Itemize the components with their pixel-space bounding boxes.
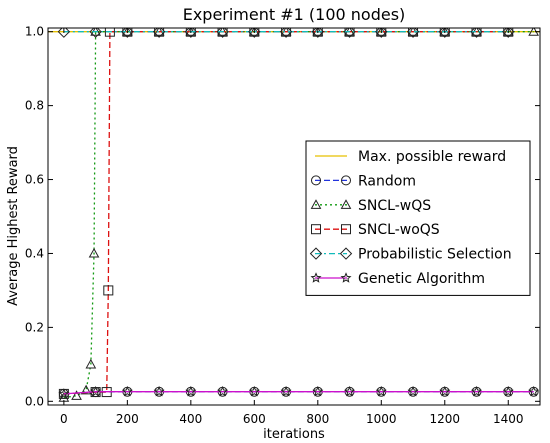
series-point-5-1: [90, 385, 102, 397]
x-tick-label: 1400: [493, 412, 524, 426]
series-point-4-6: [248, 28, 261, 38]
y-tick-label: 0.0: [25, 394, 44, 408]
y-axis-label: Average Highest Reward: [6, 146, 21, 306]
x-tick-label: 400: [179, 412, 202, 426]
series-point-4-4: [184, 28, 198, 38]
series-point-5-13: [471, 385, 483, 397]
series-point-4-12: [438, 28, 451, 38]
series-point-2-18: [502, 28, 514, 36]
y-tick-label: 0.4: [25, 246, 44, 260]
series-point-3-15: [439, 28, 450, 37]
series-point-4-11: [406, 28, 420, 38]
legend-label: Probabilistic Selection: [358, 247, 512, 263]
series-point-5-0: [58, 388, 70, 399]
plot-area: 0 200 400 600 800 1000 1200 1400 0.0 0.2 0.4 0.6 0.8…: [25, 25, 541, 426]
legend-marker-end-1: [341, 175, 351, 186]
x-tick-label: 0: [60, 412, 68, 426]
legend-marker-end-4: [339, 247, 353, 260]
legend-label: Random: [358, 173, 416, 189]
series-point-4-14: [502, 28, 515, 38]
y-tick-label: 0.2: [25, 320, 44, 334]
series-point-4-3: [152, 28, 166, 38]
series-point-3-11: [312, 28, 323, 37]
series-line-5: [63, 391, 534, 395]
series-point-4-5: [216, 28, 229, 38]
series-point-5-11: [407, 385, 419, 397]
legend-label: Genetic Algorithm: [358, 271, 485, 287]
series-point-4-1: [89, 28, 102, 38]
legend-label: SNCL-woQS: [358, 222, 440, 238]
legend-marker-start-3: [311, 224, 321, 235]
plot-frame: [47, 27, 541, 406]
series-point-4-7: [279, 28, 293, 38]
y-tick-label: 0.8: [25, 99, 44, 113]
x-tick-label: 1200: [430, 412, 461, 426]
series-point-5-14: [502, 385, 514, 397]
series-point-5-12: [439, 385, 451, 397]
series-point-5-7: [280, 385, 292, 397]
series-point-4-13: [470, 28, 483, 38]
series-point-5-10: [375, 385, 387, 397]
y-tick-label: 1.0: [25, 25, 44, 39]
series-point-2-4: [88, 247, 100, 258]
series-point-5-9: [344, 385, 356, 397]
series-point-4-8: [311, 28, 325, 38]
series-point-5-2: [121, 385, 133, 397]
series-point-2-3: [85, 358, 97, 369]
x-tick-label: 600: [243, 412, 266, 426]
series-point-3-3: [103, 285, 114, 296]
y-tick-label: 0.6: [25, 173, 44, 187]
legend-marker-end-5: [340, 272, 352, 283]
series-point-2-2: [80, 384, 92, 395]
x-tick-label: 800: [306, 412, 329, 426]
legend-box: [305, 140, 531, 296]
x-tick-label: 1000: [366, 412, 397, 426]
series-point-5-4: [185, 385, 197, 397]
legend-marker-end-3: [341, 224, 351, 235]
series-point-4-0: [57, 28, 71, 38]
series-point-5-3: [153, 385, 165, 397]
series-point-5-15: [528, 385, 540, 397]
legend-marker-start-4: [309, 247, 323, 260]
series-point-4-10: [375, 28, 388, 38]
series-point-4-9: [343, 28, 356, 38]
series-point-3-4: [104, 28, 115, 37]
legend-marker-start-1: [311, 175, 321, 186]
legend-marker-end-2: [340, 199, 352, 209]
series-point-4-2: [121, 28, 134, 38]
chart-title: Experiment #1 (100 nodes): [183, 5, 406, 24]
series-point-5-8: [312, 385, 324, 397]
data-series-group: [48, 28, 540, 402]
legend: Max. possible reward Random SNCL-wQS SNCL-w…: [305, 140, 531, 296]
legend-marker-start-5: [310, 272, 322, 283]
series-point-5-5: [217, 385, 229, 397]
series-point-5-6: [248, 385, 260, 397]
series-point-2-1: [71, 390, 82, 400]
x-tick-label: 200: [116, 412, 139, 426]
x-axis-label: iterations: [263, 427, 325, 442]
legend-label: Max. possible reward: [358, 149, 506, 165]
legend-marker-start-2: [310, 199, 322, 209]
legend-label: SNCL-wQS: [358, 198, 431, 214]
